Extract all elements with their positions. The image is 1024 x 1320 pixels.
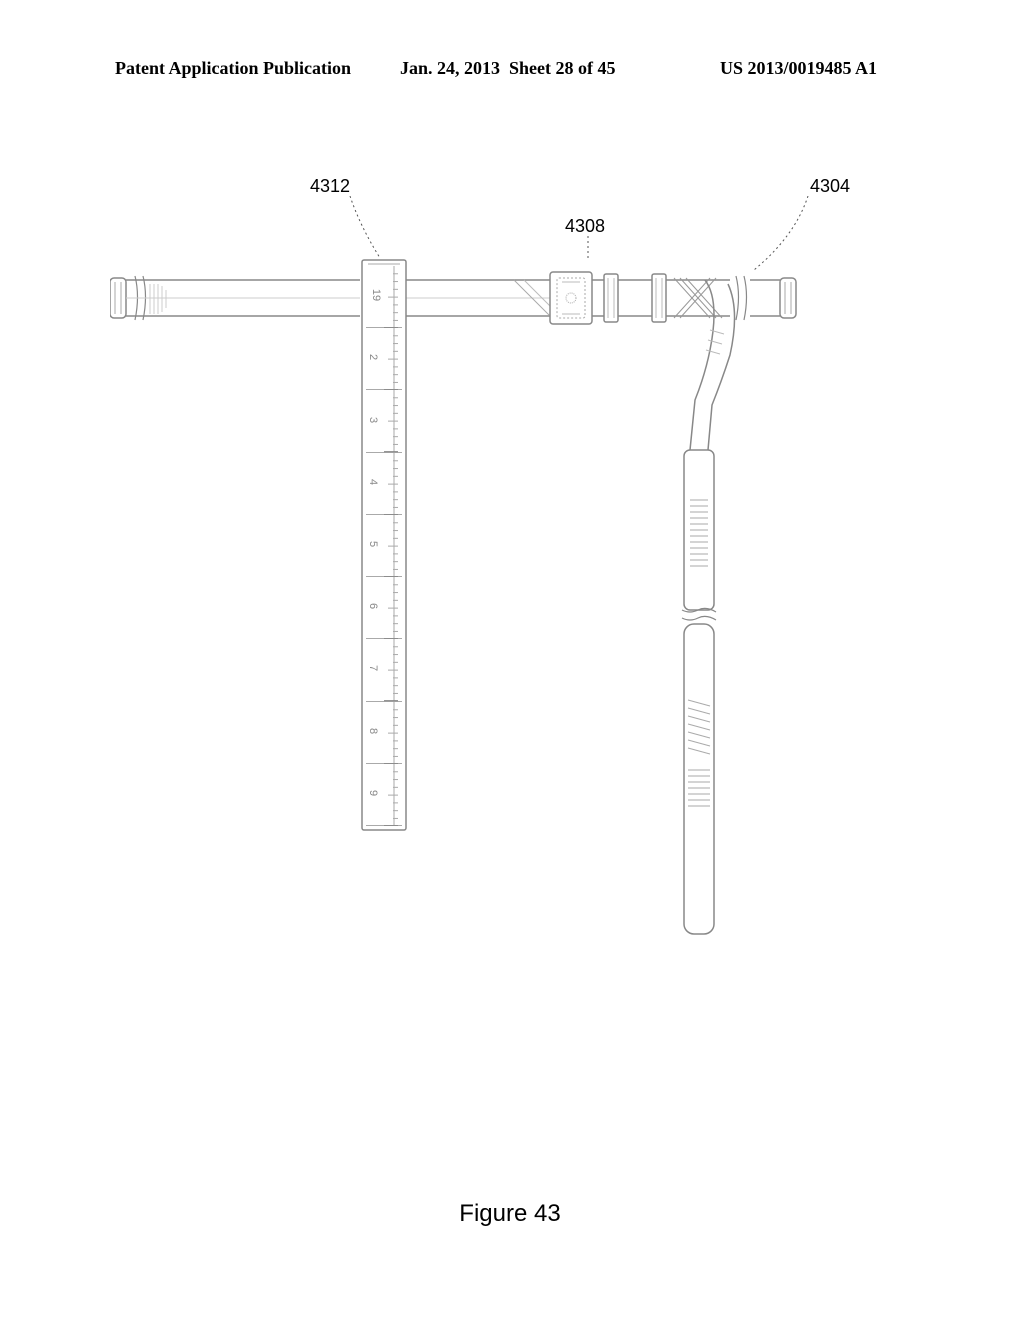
header-date: Jan. 24, 2013 [400,58,500,78]
ruler-cell: 7 [366,639,402,701]
ruler-cell: 2 [366,328,402,390]
ruler-cell: 9 [366,764,402,826]
ruler-cell: 3 [366,390,402,452]
callout-4304: 4304 [810,176,850,197]
device-drawing [110,200,910,1000]
ruler-cell: 4 [366,453,402,515]
header-right: US 2013/0019485 A1 [720,58,877,79]
ruler-scale: 1923456789 [366,266,402,826]
ruler-cell: 5 [366,515,402,577]
figure-caption: Figure 43 [110,1200,910,1228]
figure-43: 4312 4308 4304 [110,200,910,1070]
callout-4312: 4312 [310,176,350,197]
header-center: Jan. 24, 2013 Sheet 28 of 45 [400,58,616,79]
header-sheet: Sheet 28 of 45 [509,58,616,78]
ruler-cell: 6 [366,577,402,639]
ruler-cell: 8 [366,702,402,764]
hammer [682,280,735,934]
ruler-cell: 19 [366,266,402,328]
header-left: Patent Application Publication [115,58,351,79]
belt-assembly [110,272,796,324]
